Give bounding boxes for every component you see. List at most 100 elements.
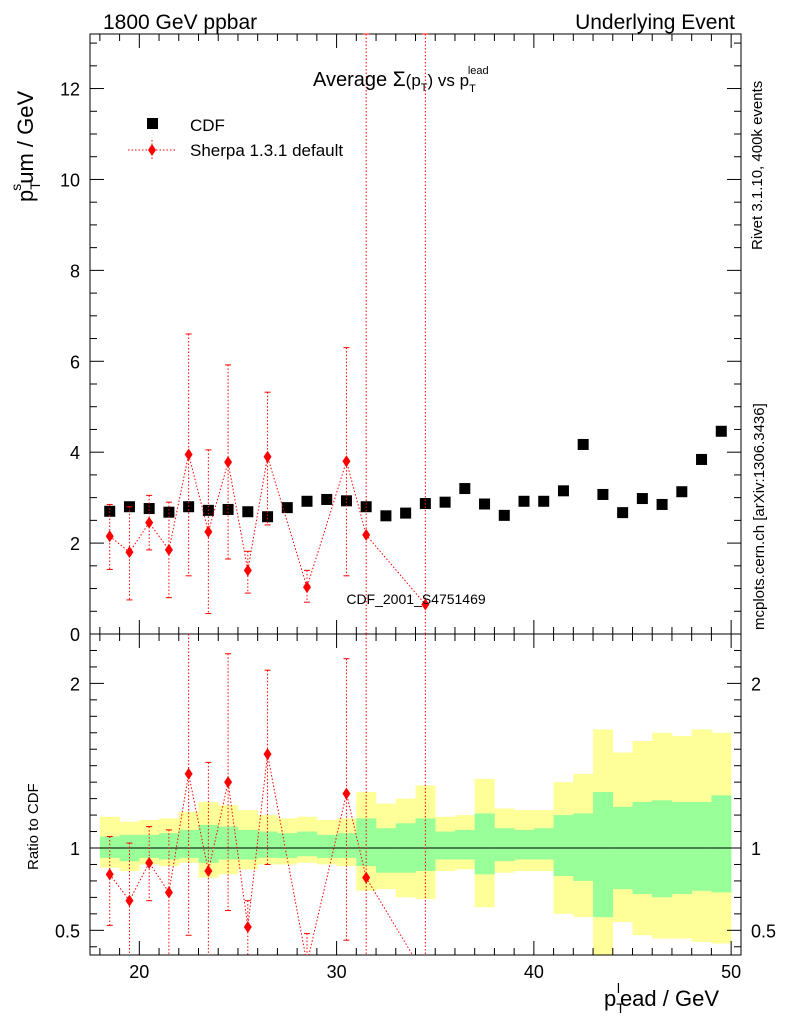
band-inner-bin xyxy=(593,792,614,918)
sherpa-point xyxy=(243,564,252,577)
sherpa-point xyxy=(164,543,173,556)
main-ytick-label: 6 xyxy=(70,352,80,372)
band-inner-bin xyxy=(474,813,495,875)
band-inner-bin xyxy=(454,829,475,860)
main-ytick-label: 8 xyxy=(70,261,80,281)
ratio-ytick-label: 2 xyxy=(70,674,80,694)
cdf-point xyxy=(143,503,155,515)
cdf-point xyxy=(459,483,471,495)
band-inner-bin xyxy=(316,834,337,858)
cdf-point xyxy=(479,498,491,510)
band-inner-bin xyxy=(297,831,318,857)
cdf-point xyxy=(577,438,589,450)
main-ytick-label: 10 xyxy=(60,170,80,190)
cdf-point xyxy=(340,495,352,507)
xtick-label: 20 xyxy=(129,962,149,982)
sherpa-point xyxy=(125,546,134,559)
main-plot: 0 2 4 6 8 10 12 xyxy=(60,33,742,645)
sherpa-point xyxy=(204,525,213,538)
cdf-point xyxy=(597,488,609,500)
ratio-sherpa-point xyxy=(342,787,351,800)
header-left: 1800 GeV ppbar xyxy=(103,11,257,34)
cdf-point xyxy=(715,425,727,437)
cdf-point xyxy=(498,509,510,521)
ratio-ytick-label-right: 0.5 xyxy=(751,921,776,941)
xlabel: pTlead / GeV xyxy=(604,980,719,1016)
ratio-sherpa-point xyxy=(145,856,154,869)
sherpa-point xyxy=(145,516,154,529)
legend: CDF Sherpa 1.3.1 default xyxy=(128,116,343,160)
ratio-ytick-label-right: 1 xyxy=(751,839,761,859)
sherpa-point xyxy=(362,528,371,541)
ratio-sherpa-point xyxy=(184,767,193,780)
xtick-label: 40 xyxy=(524,962,544,982)
ratio-ytick-label: 1 xyxy=(70,839,80,859)
sherpa-point xyxy=(342,455,351,468)
ratio-sherpa-point xyxy=(105,868,114,881)
main-ytick-label: 0 xyxy=(70,625,80,645)
xtick-label: 30 xyxy=(327,962,347,982)
band-inner-bin xyxy=(573,813,594,881)
cdf-point xyxy=(242,506,254,518)
band-inner-bin xyxy=(494,828,515,862)
band-inner-bin xyxy=(652,800,673,898)
cdf-point xyxy=(676,486,688,498)
sherpa-point xyxy=(105,530,114,543)
rivet-label: Rivet 3.1.10, 400k events xyxy=(749,81,766,250)
header-right: Underlying Event xyxy=(575,11,735,34)
sherpa-point xyxy=(421,598,430,611)
cdf-point xyxy=(104,505,116,517)
ratio-sherpa-point xyxy=(263,748,272,761)
band-inner-bin xyxy=(711,795,732,893)
cdf-point xyxy=(301,495,313,507)
cdf-point xyxy=(262,511,274,523)
main-ytick-label: 2 xyxy=(70,534,80,554)
band-inner-bin xyxy=(139,834,160,858)
ratio-sherpa-point xyxy=(204,865,213,878)
band-inner-bin xyxy=(376,828,397,873)
legend-label-cdf: CDF xyxy=(190,116,225,135)
band-inner-bin xyxy=(178,829,199,858)
cdf-point xyxy=(656,498,668,510)
band-inner-bin xyxy=(533,828,554,860)
band-inner-bin xyxy=(277,833,298,858)
ratio-sherpa-point xyxy=(362,871,371,884)
cdf-point xyxy=(281,502,293,514)
ratio-sherpa-point xyxy=(164,886,173,899)
xtick-label: 50 xyxy=(721,962,741,982)
ratio-ylabel: Ratio to CDF xyxy=(25,783,42,870)
ratio-sherpa-point xyxy=(243,921,252,934)
cdf-point xyxy=(696,453,708,465)
main-ytick-label: 12 xyxy=(60,80,80,100)
mcplots-label: mcplots.cern.ch [arXiv:1306.3436] xyxy=(751,403,768,630)
sherpa-point xyxy=(263,450,272,463)
sherpa-point xyxy=(184,448,193,461)
cdf-point xyxy=(518,495,530,507)
cdf-point xyxy=(538,495,550,507)
ratio-plot: 20 30 40 50 0.5 0.5 1 1 2 2 xyxy=(55,633,776,982)
band-inner-bin xyxy=(691,801,712,891)
cdf-point xyxy=(400,507,412,519)
band-inner-bin xyxy=(237,829,258,860)
cdf-point xyxy=(163,506,175,518)
band-inner-bin xyxy=(356,818,377,867)
sherpa-point xyxy=(303,581,311,594)
ratio-sherpa-point xyxy=(224,776,233,789)
main-ylabel: pTsum / GeV xyxy=(8,91,43,202)
band-inner-bin xyxy=(257,831,278,858)
legend-label-sherpa: Sherpa 1.3.1 default xyxy=(190,141,343,160)
analysis-watermark: CDF_2001_S4751469 xyxy=(346,591,486,607)
band-inner-bin xyxy=(553,815,574,876)
band-inner-bin xyxy=(435,831,456,860)
main-title: Average Σ(pT) vs pTlead xyxy=(313,65,489,95)
band-inner-bin xyxy=(159,833,180,860)
band-inner-bin xyxy=(514,829,535,860)
ratio-bands xyxy=(99,729,732,955)
legend-marker-sherpa xyxy=(148,144,156,156)
main-ytick-label: 4 xyxy=(70,443,80,463)
ratio-ytick-label-right: 2 xyxy=(751,674,761,694)
cdf-point xyxy=(321,493,333,505)
cdf-point xyxy=(617,507,629,519)
ratio-sherpa-point xyxy=(125,894,134,907)
